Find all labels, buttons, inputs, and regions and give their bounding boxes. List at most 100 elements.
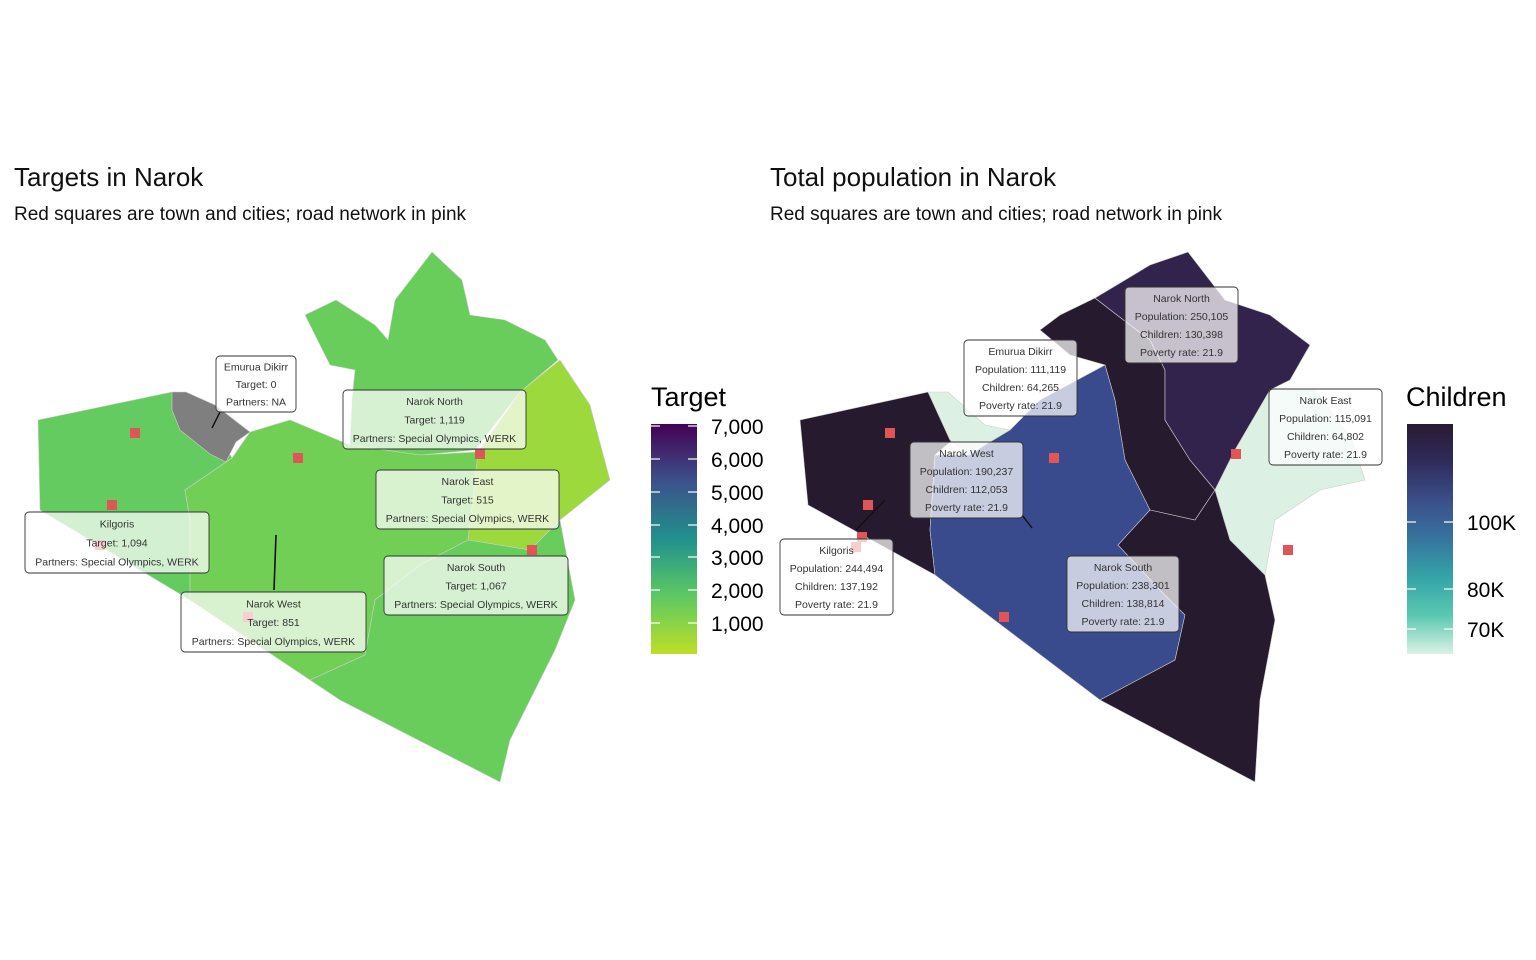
town-marker: [475, 449, 485, 459]
region-label-line: Children: 64,802: [1287, 431, 1364, 443]
region-label: Narok East Target: 515 Partners: Special O…: [375, 469, 560, 530]
region-label-box: [342, 389, 527, 450]
region-label: Narok West Population: 190,237 Children: 1…: [909, 441, 1024, 519]
region-label-box: [375, 469, 560, 530]
legend-tick-label: 7,000: [711, 416, 764, 439]
region-label-box: [779, 538, 894, 616]
town-marker: [130, 428, 140, 438]
region-label-box: [180, 591, 367, 653]
region-label-line: Poverty rate: 21.9: [979, 400, 1062, 412]
region-label-line: Children: 112,053: [925, 484, 1007, 496]
legend-tick-label: 3,000: [711, 547, 764, 570]
region-label: Narok West Target: 851 Partners: Special O…: [180, 591, 367, 653]
town-marker: [863, 500, 873, 510]
region-label-line: Population: 244,494: [790, 563, 884, 575]
region-label-line: Partners: Special Olympics, WERK: [353, 433, 516, 445]
region-label-line: Population: 238,301: [1076, 580, 1170, 592]
region-label-line: Poverty rate: 21.9: [1082, 616, 1165, 628]
region-label: Emurua Dikirr Target: 0 Partners: NA: [215, 355, 297, 413]
region-label-line: Narok North: [1153, 293, 1210, 305]
legend-tick-label: 2,000: [711, 580, 764, 603]
region-label-line: Partners: Special Olympics, WERK: [192, 636, 355, 648]
town-marker: [1049, 453, 1059, 463]
region-label-line: Target: 515: [441, 495, 494, 507]
region-label-line: Poverty rate: 21.9: [1140, 347, 1223, 359]
town-marker: [1231, 449, 1241, 459]
region-label: Narok North Population: 250,105 Children: …: [1124, 286, 1239, 364]
region-label-line: Target: 0: [236, 379, 277, 391]
town-marker: [857, 532, 867, 542]
region-label: Narok North Target: 1,119 Partners: Specia…: [342, 389, 527, 450]
region-label-line: Narok South: [447, 562, 506, 574]
label-leader-line: [211, 411, 221, 429]
town-marker: [885, 428, 895, 438]
region-label-line: Children: 64,265: [982, 382, 1059, 394]
label-leader-line: [855, 499, 886, 531]
region-label-line: Partners: Special Olympics, WERK: [35, 557, 198, 569]
target-legend-title: Target: [651, 382, 727, 412]
region-label-line: Target: 1,119: [404, 415, 465, 427]
town-marker: [999, 612, 1009, 622]
label-leader-line: [273, 534, 277, 591]
region-label-line: Emurua Dikirr: [224, 362, 289, 374]
left-map-title: Targets in Narok: [14, 162, 204, 192]
region-label: Kilgoris Population: 244,494 Children: 137…: [779, 538, 894, 616]
legend-tick-label: 100K: [1467, 512, 1516, 535]
region-label-line: Partners: Special Olympics, WERK: [394, 599, 557, 611]
town-marker: [1283, 545, 1293, 555]
legend-tick-label: 1,000: [711, 613, 764, 636]
region-label-line: Population: 250,105: [1135, 311, 1229, 323]
region-label: Narok South Target: 1,067 Partners: Specia…: [383, 555, 569, 616]
region-label-line: Narok North: [406, 396, 463, 408]
left-map: Emurua Dikirr Target: 0 Partners: NA Narok …: [24, 251, 764, 783]
region-label-line: Emurua Dikirr: [988, 346, 1053, 358]
label-leader-line: [1021, 514, 1033, 529]
region-label-box: [1066, 555, 1180, 633]
region-label-line: Population: 115,091: [1279, 413, 1372, 425]
region-label: Emurua Dikirr Population: 111,119 Children…: [963, 339, 1078, 417]
children-legend-title: Children: [1406, 382, 1507, 412]
region-label-box: [24, 511, 210, 574]
region-label-line: Narok West: [939, 448, 994, 460]
region-label-line: Poverty rate: 21.9: [1284, 449, 1367, 461]
region-emurua-dikirr[interactable]: [171, 391, 251, 463]
legend-tick-label: 80K: [1467, 579, 1504, 602]
region-label-line: Target: 851: [247, 617, 300, 629]
region-label-line: Narok East: [1300, 395, 1352, 407]
legend-tick-label: 5,000: [711, 482, 764, 505]
region-label-line: Target: 1,067: [445, 581, 506, 593]
region-label-box: [383, 555, 569, 616]
region-label: Narok South Population: 238,301 Children: …: [1066, 555, 1180, 633]
town-marker: [527, 545, 537, 555]
right-map-title: Total population in Narok: [770, 162, 1057, 192]
region-label: Kilgoris Target: 1,094 Partners: Special O…: [24, 511, 210, 574]
left-map-subtitle: Red squares are town and cities; road ne…: [14, 204, 467, 225]
region-label-line: Poverty rate: 21.9: [925, 502, 1008, 514]
children-colorbar: [1407, 424, 1453, 654]
region-label-line: Kilgoris: [100, 518, 134, 530]
target-legend: Target 7,000 6,000 5,000 4,000 3,000 2,000 1,0…: [651, 382, 764, 654]
region-label-line: Children: 138,814: [1082, 598, 1165, 610]
region-label-line: Narok South: [1094, 562, 1153, 574]
region-label-line: Children: 130,398: [1140, 329, 1223, 341]
region-label-line: Children: 137,192: [795, 581, 878, 593]
region-label-box: [963, 339, 1078, 417]
region-label-line: Population: 190,237: [920, 466, 1014, 478]
region-label-line: Kilgoris: [819, 545, 853, 557]
target-colorbar: [651, 424, 697, 654]
legend-tick-label: 4,000: [711, 515, 764, 538]
legend-tick-label: 70K: [1467, 619, 1504, 642]
region-label-box: [215, 355, 297, 413]
children-legend: Children 100K 80K 70K: [1406, 382, 1516, 654]
region-label-line: Target: 1,094: [86, 538, 147, 550]
region-label-line: Partners: Special Olympics, WERK: [386, 513, 549, 525]
region-label-line: Narok West: [246, 598, 301, 610]
region-label-line: Partners: NA: [226, 397, 286, 409]
region-label-line: Poverty rate: 21.9: [795, 599, 878, 611]
town-marker: [107, 500, 117, 510]
region-label-line: Narok East: [442, 476, 494, 488]
right-map-subtitle: Red squares are town and cities; road ne…: [770, 204, 1223, 225]
region-label-box: [1268, 388, 1383, 466]
right-map: Narok North Population: 250,105 Children: …: [779, 251, 1516, 783]
